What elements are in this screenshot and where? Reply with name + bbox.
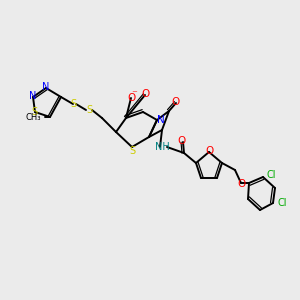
Text: S: S xyxy=(31,107,37,117)
Text: O: O xyxy=(127,93,135,103)
Text: O: O xyxy=(238,179,246,189)
Text: O: O xyxy=(178,136,186,146)
Text: O: O xyxy=(172,97,180,107)
Text: S: S xyxy=(86,105,92,115)
Text: O: O xyxy=(141,89,149,99)
Text: S: S xyxy=(70,99,76,109)
Text: Cl: Cl xyxy=(277,198,287,208)
Text: ⁻: ⁻ xyxy=(131,89,137,99)
Text: N: N xyxy=(157,115,165,125)
Text: CH₃: CH₃ xyxy=(26,112,41,122)
Text: N: N xyxy=(42,82,50,92)
Text: Cl: Cl xyxy=(266,170,276,180)
Text: NH: NH xyxy=(154,142,169,152)
Text: S: S xyxy=(129,146,135,156)
Text: N: N xyxy=(29,91,37,101)
Text: O: O xyxy=(205,146,213,156)
